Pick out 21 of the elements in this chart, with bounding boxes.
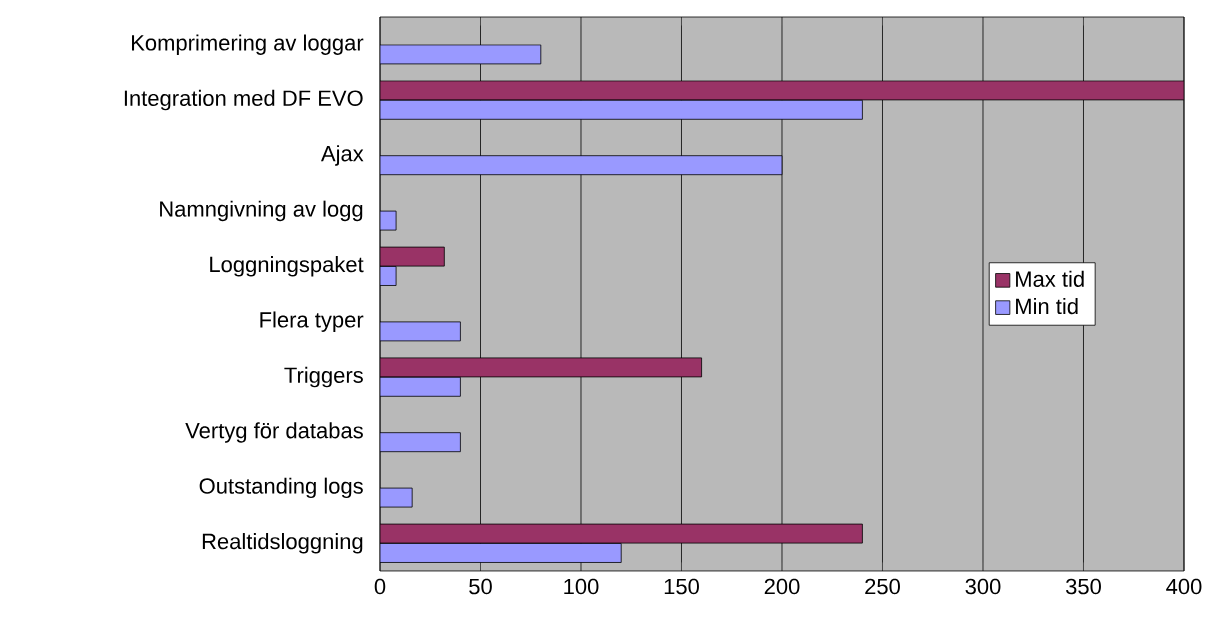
y-tick-label: Vertyg för databas (185, 422, 363, 443)
y-tick-label: Realtidsloggning (202, 533, 363, 554)
x-tick-label: 350 (1065, 578, 1101, 595)
x-tick-label: 100 (564, 578, 599, 595)
x-tick-label: 250 (865, 578, 900, 595)
x-tick-label: 50 (469, 578, 492, 595)
x-tick-label: 300 (965, 578, 1001, 595)
x-tick-label: 200 (764, 578, 800, 595)
y-tick-label: Triggers (284, 366, 363, 388)
y-tick-label: Komprimering av loggar (132, 34, 364, 55)
y-tick-label: Loggningspaket (210, 256, 364, 277)
y-tick-label: Ajax (320, 145, 364, 166)
y-tick-label: Integration med DF EVO (124, 89, 363, 111)
x-tick-label: 0 (374, 578, 386, 595)
x-tick-label: 150 (664, 578, 699, 595)
legend-label: Max tid (1016, 270, 1084, 287)
y-tick-label: Flera typer (260, 311, 364, 332)
x-tick-label: 400 (1166, 578, 1202, 595)
legend-label: Min tid (1016, 298, 1078, 315)
y-tick-label: Namngivning av logg (160, 200, 363, 222)
y-tick-label: Outstanding logs (199, 477, 363, 499)
